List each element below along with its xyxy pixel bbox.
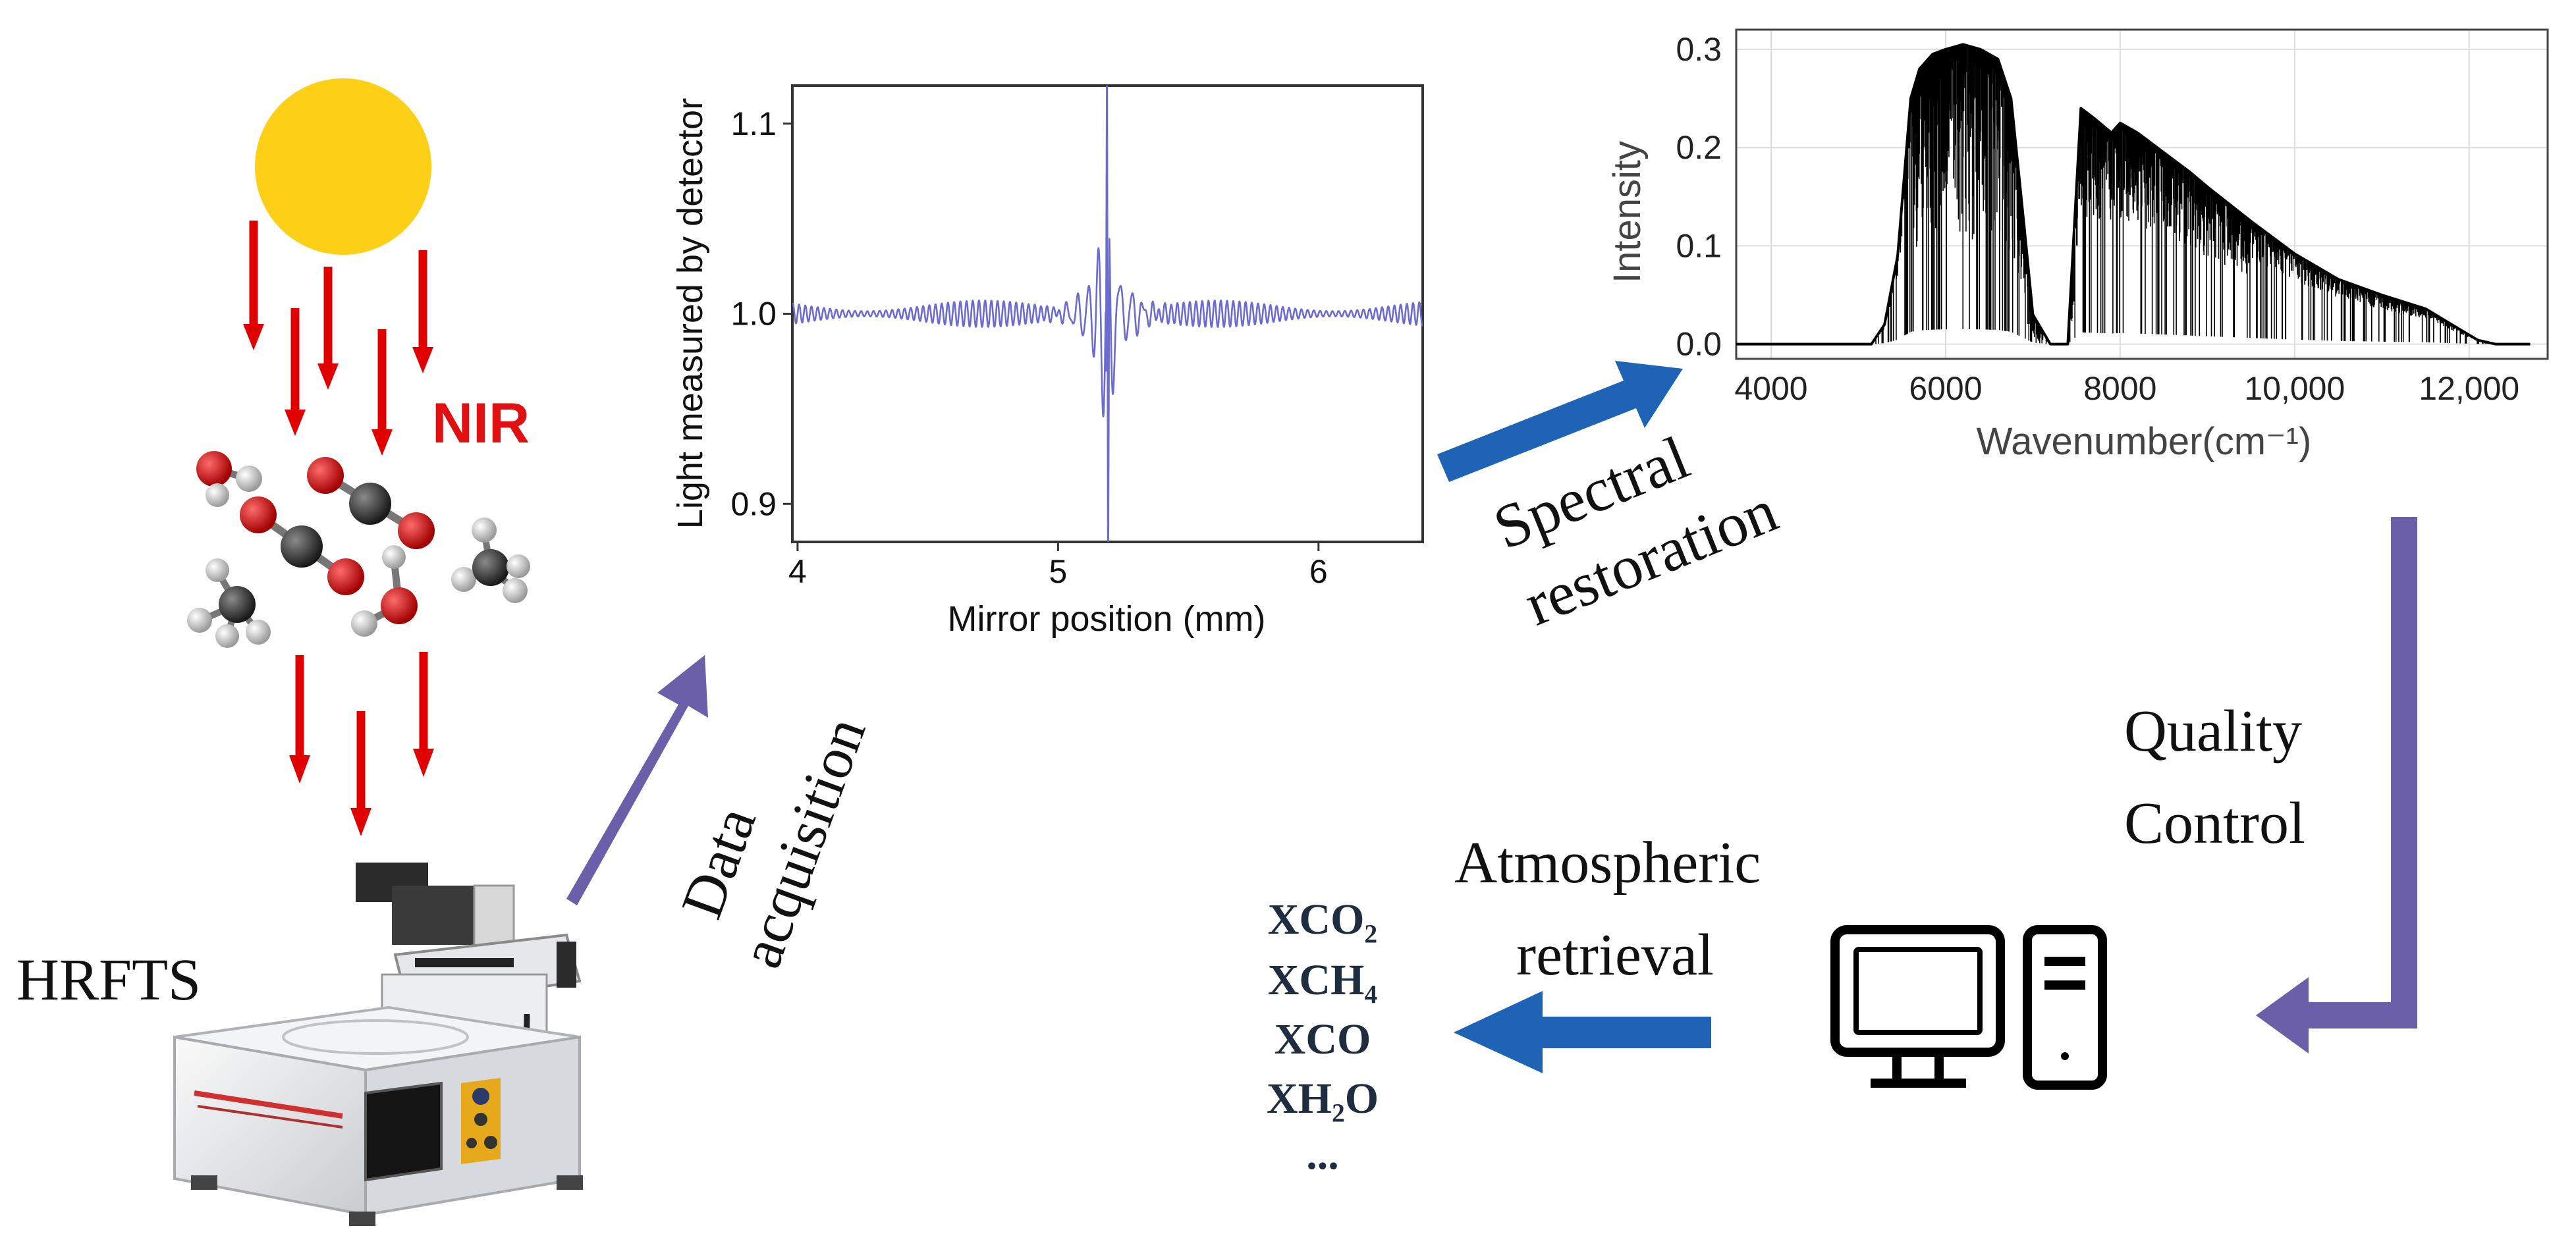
output-ellipsis: ... xyxy=(1306,1131,1339,1179)
x-tick-label: 5 xyxy=(1049,553,1067,590)
molecules xyxy=(187,451,530,648)
hrfts-label: HRFTS xyxy=(16,948,201,1013)
computer-icon xyxy=(1830,925,2107,1090)
spectral-restoration-arrow xyxy=(1437,361,1683,482)
interferogram-x-label: Mirror position (mm) xyxy=(947,599,1265,639)
quality-control-arrow xyxy=(2256,517,2417,1054)
y-tick-label: 0.2 xyxy=(1676,129,1722,166)
output-species-list: XCO₂ XCH₄ XCO XH₂O ... xyxy=(1267,895,1379,1179)
x-tick-label: 10,000 xyxy=(2244,370,2345,407)
x-tick-label: 12,000 xyxy=(2419,370,2519,407)
spectrum-plot-frame xyxy=(1735,28,2549,360)
hrfts-instrument-icon xyxy=(173,863,583,1226)
output-xco2: XCO₂ xyxy=(1268,895,1377,944)
data-acquisition-label: Data acquisition xyxy=(660,684,878,976)
data-acquisition-arrow xyxy=(566,655,708,905)
interferogram-chart: 4 5 6 0.9 1.0 1.1 Mirror position (mm) Light … xyxy=(671,84,1424,639)
interferogram-y-label: Light measured by detector xyxy=(671,98,710,529)
spectrum-envelope xyxy=(1736,43,2531,346)
atmospheric-retrieval-label: Atmospheric retrieval xyxy=(1454,830,1775,988)
tower-icon xyxy=(2023,925,2107,1090)
y-tick-label: 0.9 xyxy=(730,485,777,522)
sun-group xyxy=(255,78,431,255)
down-arrow-icon xyxy=(289,655,310,784)
x-tick-label: 4 xyxy=(788,553,807,590)
methane-molecule-icon xyxy=(187,558,271,648)
nir-arrows-bottom xyxy=(289,652,434,836)
spectrum-x-label: Wavenumber(cm⁻¹) xyxy=(1977,420,2312,463)
quality-control-label: Quality Control xyxy=(2124,699,2316,856)
y-tick-label: 0.0 xyxy=(1676,326,1722,363)
water-molecule-icon xyxy=(351,545,418,637)
y-tick-label: 0.1 xyxy=(1676,227,1722,264)
down-arrow-icon xyxy=(413,652,434,777)
down-arrow-icon xyxy=(285,308,306,436)
interferogram-line xyxy=(792,86,1423,542)
down-arrow-icon xyxy=(317,267,339,390)
down-arrow-icon xyxy=(412,250,433,373)
output-xh2o: XH₂O xyxy=(1267,1075,1379,1123)
co2-molecule-icon xyxy=(307,457,435,549)
x-tick-label: 6000 xyxy=(1909,370,1982,407)
down-arrow-icon xyxy=(243,221,264,350)
output-xco: XCO xyxy=(1274,1015,1371,1063)
atmospheric-retrieval-arrow xyxy=(1454,991,1711,1073)
interferogram-ticks: 4 5 6 0.9 1.0 1.1 xyxy=(730,105,1327,590)
x-tick-label: 4000 xyxy=(1734,370,1807,407)
down-arrow-icon xyxy=(371,329,393,456)
solar-spectrum-chart: 4000 6000 8000 10,000 12,000 0.0 0.1 0.2 0.3 Wav… xyxy=(1606,28,2549,463)
x-tick-label: 6 xyxy=(1309,553,1328,590)
water-molecule-icon xyxy=(196,451,262,507)
nir-label: NIR xyxy=(432,392,530,455)
spectrum-ticks: 4000 6000 8000 10,000 12,000 0.0 0.1 0.2 0.3 xyxy=(1676,31,2519,407)
sun-icon xyxy=(255,78,431,255)
y-tick-label: 1.1 xyxy=(730,105,777,142)
y-tick-label: 0.3 xyxy=(1676,31,1722,68)
spectrum-y-label: Intensity xyxy=(1606,141,1649,283)
y-tick-label: 1.0 xyxy=(730,296,777,333)
output-xch4: XCH₄ xyxy=(1268,956,1378,1004)
nir-arrows-top xyxy=(243,221,433,456)
x-tick-label: 8000 xyxy=(2083,370,2156,407)
down-arrow-icon xyxy=(350,711,371,836)
methane-molecule-icon xyxy=(451,518,530,603)
monitor-icon xyxy=(1830,925,2005,1057)
co2-molecule-icon xyxy=(240,496,364,595)
